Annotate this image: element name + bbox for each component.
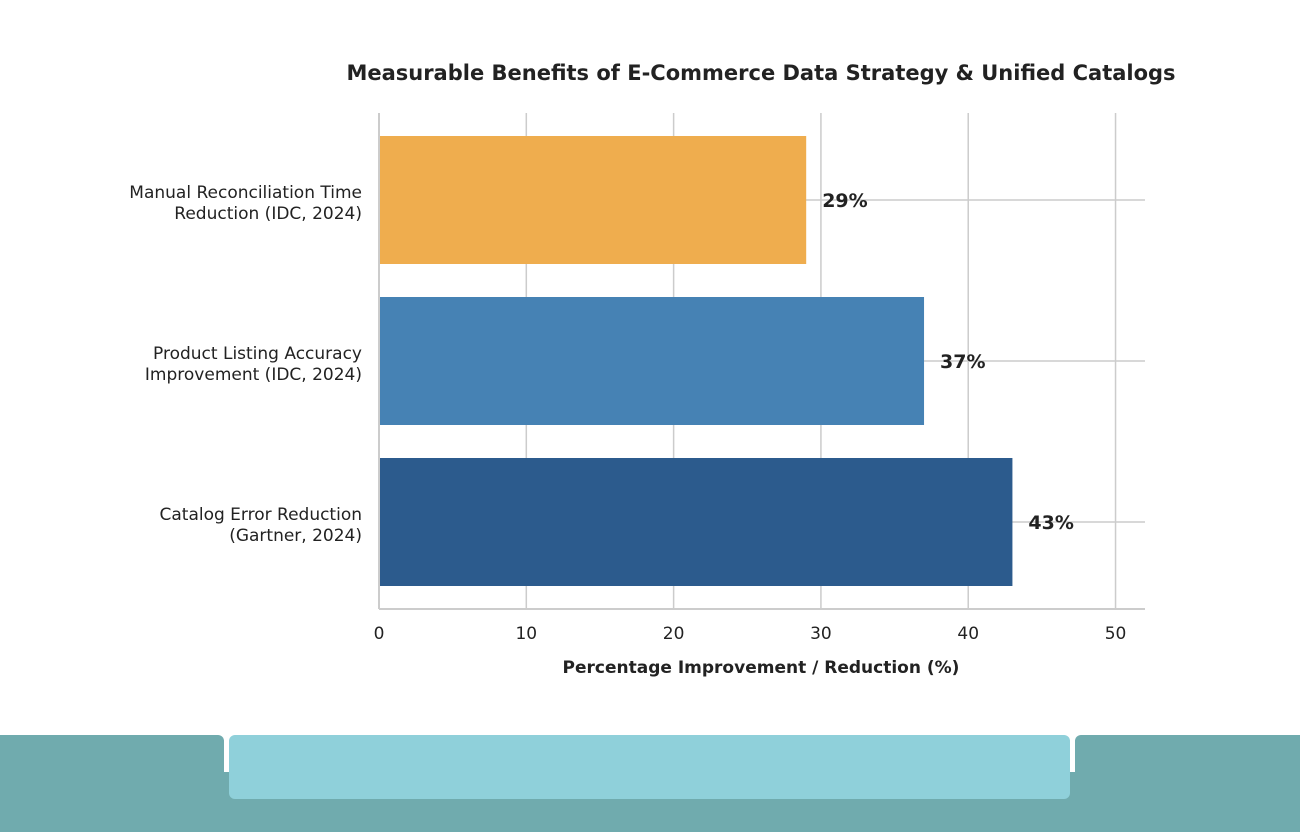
category-label-line: (Gartner, 2024) xyxy=(229,526,362,546)
category-label-0: Manual Reconciliation Time Reduction (IDC… xyxy=(129,183,362,224)
bar-0 xyxy=(379,136,806,264)
x-tick-label-10: 10 xyxy=(515,624,537,644)
bars xyxy=(379,136,1012,586)
footer-center-panel xyxy=(229,735,1070,799)
footer-right-panel xyxy=(1075,735,1300,832)
bar-chart: 0 10 20 30 40 50 29% Manual Reconciliation Time… xyxy=(0,0,1300,720)
category-label-line: Improvement (IDC, 2024) xyxy=(145,365,362,385)
x-axis-label: Percentage Improvement / Reduction (%) xyxy=(563,658,960,678)
category-label-line: Manual Reconciliation Time xyxy=(129,183,362,203)
x-tick-label-20: 20 xyxy=(663,624,685,644)
category-label-line: Catalog Error Reduction xyxy=(159,505,362,525)
value-label-1: 37% xyxy=(940,351,985,373)
chart-title: Measurable Benefits of E-Commerce Data S… xyxy=(346,61,1175,85)
category-label-line: Product Listing Accuracy xyxy=(153,344,362,364)
bar-2 xyxy=(379,458,1012,586)
bar-1 xyxy=(379,297,924,425)
value-label-0: 29% xyxy=(822,190,867,212)
x-tick-label-30: 30 xyxy=(810,624,832,644)
x-tick-label-0: 0 xyxy=(374,624,385,644)
value-label-2: 43% xyxy=(1028,512,1073,534)
category-label-2: Catalog Error Reduction (Gartner, 2024) xyxy=(159,505,362,546)
x-tick-label-50: 50 xyxy=(1105,624,1127,644)
category-label-1: Product Listing Accuracy Improvement (IDC… xyxy=(145,344,362,385)
footer-left-panel xyxy=(0,735,224,832)
x-tick-label-40: 40 xyxy=(957,624,979,644)
category-label-line: Reduction (IDC, 2024) xyxy=(174,204,362,224)
